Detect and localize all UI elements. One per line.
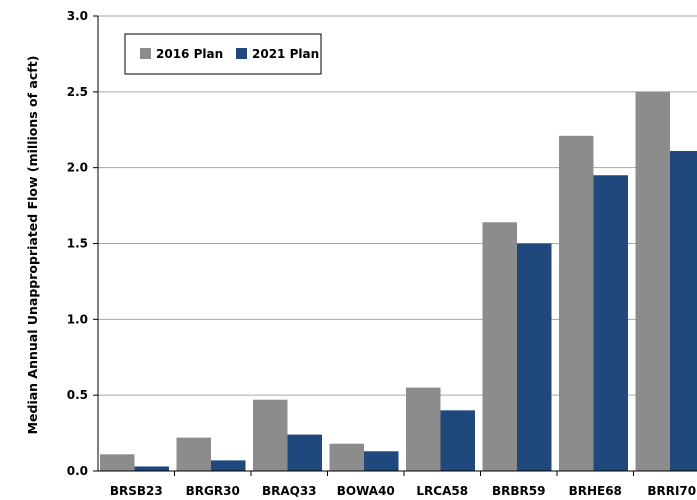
legend-swatch-2021-plan	[236, 48, 247, 59]
bar-2021-plan-brri70	[670, 150, 697, 471]
y-tick-label: 2.0	[67, 161, 88, 175]
legend-label-2021-plan: 2021 Plan	[252, 47, 319, 61]
x-category-labels: BRSB23 BRGR30 BRAQ33 BOWA40 LRCA58 BRBR59 BRHE…	[110, 484, 696, 498]
y-tick-label: 0.5	[67, 388, 88, 402]
bar-2021-plan-brsb23	[134, 466, 169, 471]
y-tick-label: 1.5	[67, 237, 88, 251]
bar-2016-plan-lrca58	[406, 387, 441, 471]
bar-2021-plan-brbr59	[517, 243, 552, 471]
bar-2021-plan-braq33	[287, 434, 322, 471]
bar-2016-plan-brhe68	[559, 135, 594, 472]
x-category-label: BRHE68	[569, 484, 622, 498]
bar-2016-plan-brbr59	[482, 222, 517, 471]
bar-2016-plan-bowa40	[329, 443, 364, 471]
y-tick-label: 2.5	[67, 85, 88, 99]
bar-2021-plan-brgr30	[211, 460, 246, 471]
bar-2021-plan-bowa40	[364, 451, 399, 471]
legend-label-2016-plan: 2016 Plan	[156, 47, 223, 61]
y-tick-label: 3.0	[67, 9, 88, 23]
y-axis-title: Median Annual Unappropriated Flow (milli…	[25, 56, 40, 435]
x-category-label: BRBR59	[492, 484, 545, 498]
legend: 2016 Plan 2021 Plan	[124, 33, 322, 75]
y-tick-label: 1.0	[67, 312, 88, 326]
legend-box	[124, 33, 322, 75]
axes	[93, 15, 697, 476]
x-category-label: BOWA40	[337, 484, 395, 498]
bar-2016-plan-braq33	[253, 399, 288, 471]
x-category-label: BRSB23	[110, 484, 163, 498]
y-tick-labels: 0.0 0.5 1.0 1.5 2.0 2.5 3.0	[67, 9, 88, 478]
x-category-label: BRRI70	[647, 484, 696, 498]
bar-2016-plan-brsb23	[100, 454, 135, 471]
x-category-label: LRCA58	[416, 484, 468, 498]
bar-2016-plan-brgr30	[176, 437, 211, 471]
bar-2021-plan-brhe68	[593, 175, 628, 471]
bar-2016-plan-brri70	[635, 91, 670, 471]
x-category-label: BRGR30	[186, 484, 240, 498]
x-category-label: BRAQ33	[262, 484, 317, 498]
bar-2021-plan-lrca58	[440, 410, 475, 471]
y-tick-label: 0.0	[67, 464, 88, 478]
legend-swatch-2016-plan	[140, 48, 151, 59]
bars	[100, 91, 697, 472]
